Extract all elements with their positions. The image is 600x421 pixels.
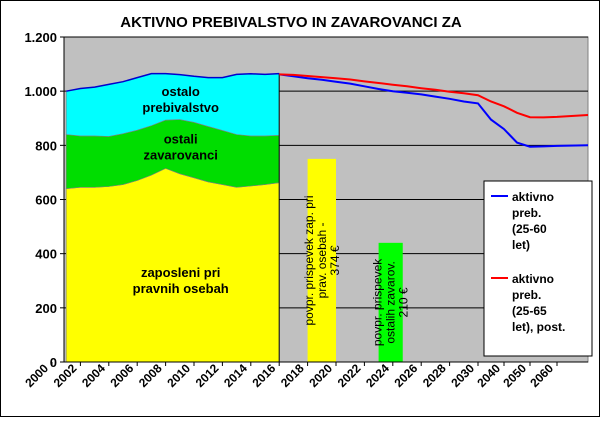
- area-label-other_insured: zavarovanci: [143, 148, 217, 163]
- x-tick-label: 2022: [335, 361, 364, 390]
- legend-label-line_25_65: let), post.: [512, 320, 565, 334]
- bar-label-line: ostalih zavarov.: [384, 261, 398, 343]
- legend-label-line_25_65: preb.: [512, 288, 541, 302]
- x-tick-label: 2016: [250, 361, 279, 390]
- x-tick-label: 2010: [164, 361, 193, 390]
- x-tick-label: 2028: [420, 361, 449, 390]
- bar-label-line: povpr. prispevek zap. pri: [302, 195, 316, 325]
- x-tick-label: 2040: [474, 361, 503, 390]
- x-tick-label: 2026: [392, 361, 421, 390]
- x-tick-label: 2024: [363, 361, 392, 390]
- x-tick-label: 2008: [136, 361, 165, 390]
- bar-label-line: povpr. prispevek: [371, 258, 385, 346]
- area-label-other_population: ostalo: [162, 84, 200, 99]
- legend-label-line_25_60: (25-60: [512, 222, 547, 236]
- x-tick-label: 2014: [221, 361, 250, 390]
- area-label-employed: pravnih osebah: [133, 281, 229, 296]
- stacked-areas: [65, 72, 280, 363]
- x-tick-label: 2012: [193, 361, 222, 390]
- projection-lines: [279, 73, 589, 148]
- bar-label-line: 210 €: [397, 287, 411, 317]
- area-label-other_population: prebivalstvo: [142, 100, 219, 115]
- x-tick-label: 2020: [306, 361, 335, 390]
- x-tick-label: 2000: [22, 361, 51, 390]
- bar-label-line: 374 €: [328, 245, 342, 275]
- x-tick-label: 2004: [79, 361, 108, 390]
- line-line_25_60: [279, 73, 589, 148]
- y-tick-label: 400: [35, 247, 57, 262]
- area-label-other_insured: ostali: [164, 132, 198, 147]
- legend-label-line_25_65: aktivno: [512, 272, 554, 286]
- y-tick-label: 200: [35, 301, 57, 316]
- y-tick-label: 800: [35, 138, 57, 153]
- x-tick-label: 2006: [108, 361, 137, 390]
- legend-label-line_25_60: let): [512, 238, 530, 252]
- area-top-outline: [66, 72, 280, 92]
- y-tick-label: 1.200: [24, 30, 57, 45]
- legend-label-line_25_60: preb.: [512, 206, 541, 220]
- legend-label-line_25_65: (25-65: [512, 304, 547, 318]
- bar-label-line: prav. osebah -: [315, 223, 329, 299]
- legend-label-line_25_60: aktivno: [512, 190, 554, 204]
- bar-wage_bar: [307, 158, 336, 362]
- annotation-bars: povpr. prispevek zap. pri prav. osebah -3…: [302, 158, 411, 362]
- x-tick-label: 2018: [278, 361, 307, 390]
- line-line_25_65: [279, 73, 589, 119]
- x-tick-label: 2050: [500, 361, 529, 390]
- y-tick-label: 600: [35, 193, 57, 208]
- x-tick-label: 2060: [527, 361, 556, 390]
- legend: aktivno preb. (25-60 let) aktivno preb. (25-65…: [483, 180, 593, 357]
- y-tick-label: 0: [50, 355, 57, 370]
- bar-other_bar: [378, 242, 403, 362]
- y-tick-label: 1.000: [24, 84, 57, 99]
- x-tick-label: 2030: [448, 361, 477, 390]
- area-label-employed: zaposleni pri: [141, 265, 220, 280]
- chart-title-line: AKTIVNO PREBIVALSTVO IN ZAVAROVANCI ZA: [120, 14, 462, 31]
- legend-box: [483, 180, 593, 357]
